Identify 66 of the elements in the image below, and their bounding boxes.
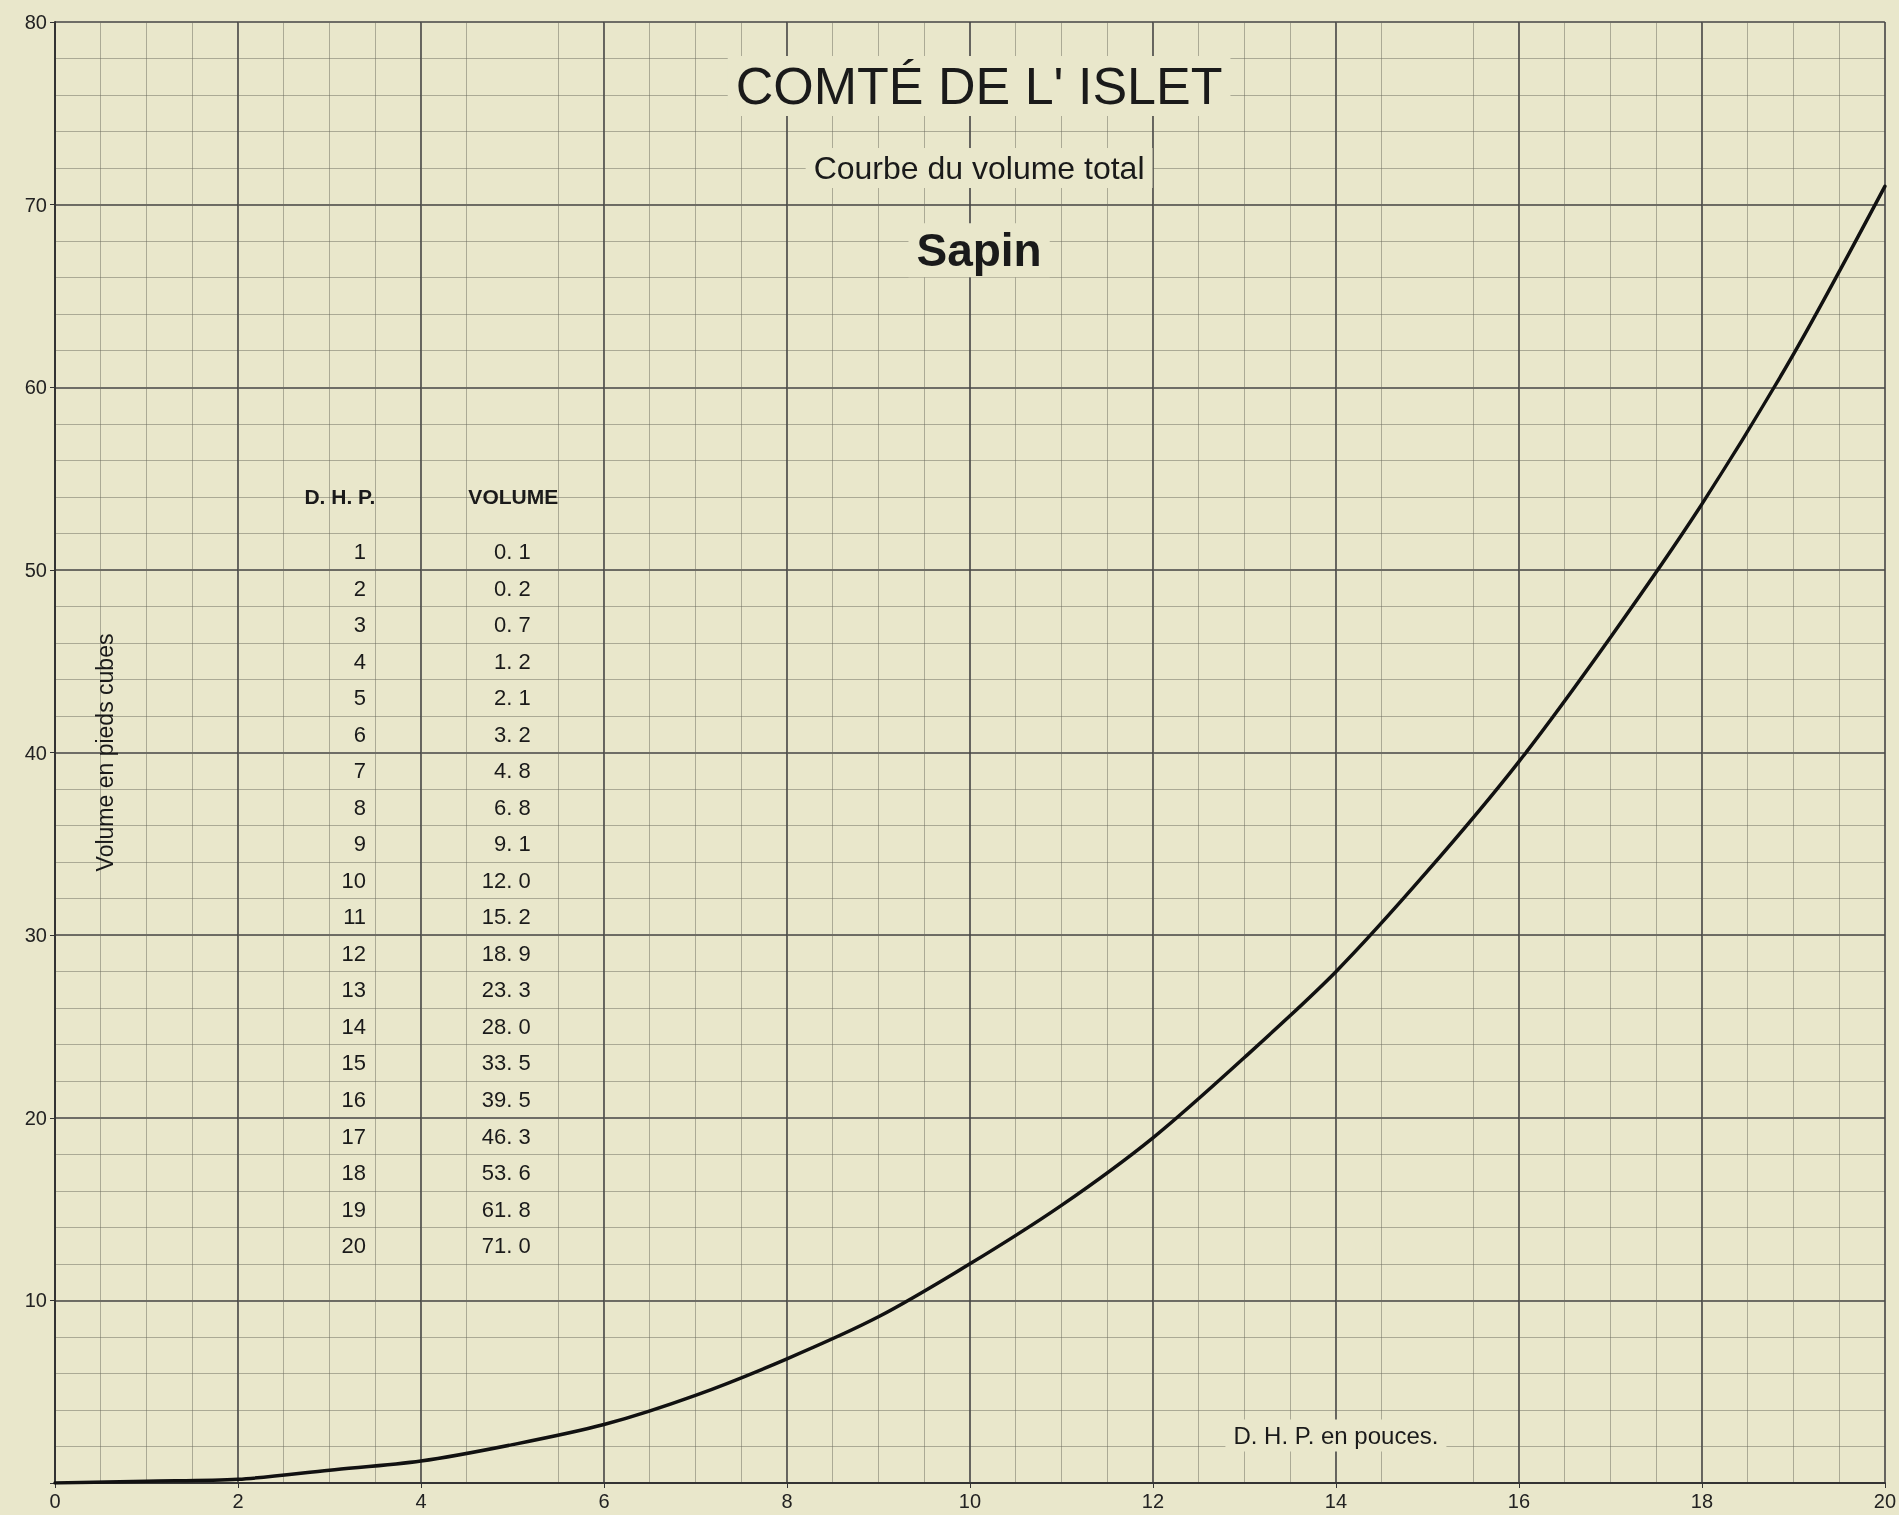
annotation: 9	[353, 831, 367, 857]
annotation: 0. 7	[494, 612, 531, 638]
y-tick-label: 80	[24, 11, 47, 33]
y-tick-label: 10	[24, 1289, 47, 1312]
x-tick-label: 10	[958, 1490, 982, 1512]
annotation: 6. 8	[494, 794, 531, 820]
annotation: 19	[341, 1196, 367, 1222]
annotation: 28. 0	[481, 1013, 531, 1039]
annotation: 16	[341, 1086, 367, 1112]
annotation: 18	[341, 1160, 367, 1186]
annotation: 3	[353, 612, 367, 638]
annotation: 9. 1	[494, 831, 531, 857]
annotation: 14	[341, 1013, 367, 1039]
annotation: 12	[341, 940, 367, 966]
annotation: 3. 2	[494, 721, 531, 747]
x-tick-label: 2	[232, 1490, 244, 1512]
annotation: 17	[341, 1123, 367, 1149]
annotation: 7	[353, 758, 367, 784]
annotation: 4. 8	[494, 758, 531, 784]
text: COMTÉ DE L' ISLET	[735, 56, 1223, 115]
annotation: 20	[341, 1233, 367, 1259]
annotation: 2. 1	[494, 685, 531, 711]
annotation: 4	[353, 648, 367, 674]
y-tick-label: 60	[24, 376, 47, 399]
annotation: 61. 8	[481, 1196, 531, 1222]
annotation: 11	[343, 904, 367, 930]
x-tick-label: 14	[1324, 1490, 1348, 1512]
annotation: 71. 0	[481, 1233, 531, 1259]
annotation: VOLUME	[468, 485, 559, 509]
annotation: 46. 3	[481, 1123, 531, 1149]
text: Courbe du volume total	[813, 150, 1145, 187]
x-tick-label: 18	[1690, 1490, 1714, 1512]
y-tick-label: 40	[24, 741, 47, 764]
annotation: 23. 3	[481, 977, 531, 1003]
y-tick-label: 50	[24, 558, 47, 581]
x-tick-label: 12	[1141, 1490, 1165, 1512]
annotation: 15	[341, 1050, 367, 1076]
y-axis-title: Volume en pieds cubes	[92, 633, 119, 872]
annotation: 13	[341, 977, 367, 1003]
x-tick-label: 0	[49, 1490, 61, 1512]
annotation: 12. 0	[481, 867, 531, 893]
annotation: 2	[353, 575, 367, 601]
annotation: 15. 2	[481, 904, 531, 930]
annotation: 8	[353, 794, 367, 820]
annotation: 0. 2	[494, 575, 531, 601]
y-tick-label: 30	[24, 924, 47, 947]
annotation: D. H. P.	[304, 485, 376, 509]
x-tick-label: 6	[598, 1490, 610, 1512]
x-axis-title: D. H. P. en pouces.	[1233, 1422, 1439, 1450]
annotation: 6	[353, 721, 367, 747]
annotation: 18. 9	[481, 940, 531, 966]
x-tick-label: 4	[415, 1490, 427, 1512]
annotation: 39. 5	[481, 1086, 531, 1112]
y-tick-label: 20	[24, 1106, 47, 1129]
annotation: 53. 6	[481, 1160, 531, 1186]
x-tick-label: 16	[1507, 1490, 1531, 1512]
y-tick-label: 70	[24, 193, 47, 216]
annotation: 5	[353, 685, 367, 711]
annotation: 0. 1	[494, 539, 531, 565]
x-tick-label: 8	[781, 1490, 793, 1512]
x-tick-label: 20	[1873, 1490, 1896, 1512]
annotation: 10	[341, 867, 367, 893]
annotation: Sapin	[916, 224, 1042, 277]
annotation: 33. 5	[481, 1050, 531, 1076]
annotation: 1	[353, 539, 367, 565]
annotation: 1. 2	[494, 648, 531, 674]
